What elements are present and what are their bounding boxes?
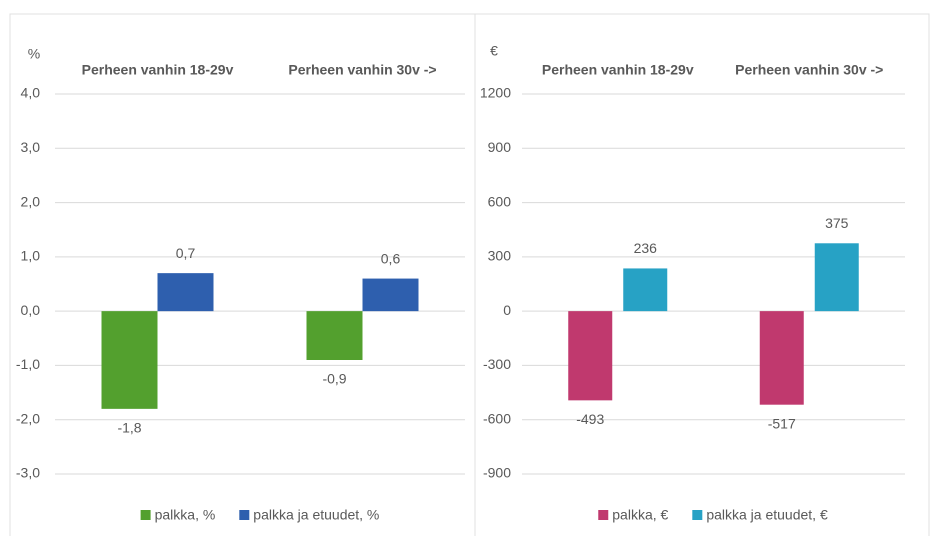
legend-label: palkka, € — [612, 507, 668, 523]
y-tick-label: 900 — [488, 139, 512, 155]
legend-swatch — [598, 510, 609, 520]
data-label: -517 — [768, 415, 796, 431]
legend-swatch — [140, 510, 151, 520]
y-tick-label: 2,0 — [21, 193, 41, 209]
panel-border — [9, 13, 476, 536]
bar — [362, 278, 419, 312]
bar — [568, 311, 613, 401]
y-tick-label: -3,0 — [16, 465, 40, 481]
bar — [101, 311, 158, 409]
data-label: -493 — [576, 411, 604, 427]
data-label: -1,8 — [117, 420, 141, 436]
legend-label: palkka ja etuudet, % — [253, 507, 379, 523]
legend-swatch — [692, 510, 703, 520]
legend-swatch — [239, 510, 250, 520]
legend-label: palkka ja etuudet, € — [706, 507, 828, 523]
y-tick-label: -2,0 — [16, 410, 40, 426]
unit-label: € — [490, 43, 498, 59]
data-label: -0,9 — [322, 371, 346, 387]
y-tick-label: 1200 — [480, 85, 511, 101]
data-label: 236 — [634, 240, 658, 256]
bar — [814, 243, 859, 312]
y-tick-label: 300 — [488, 248, 512, 264]
unit-label: % — [28, 46, 40, 62]
y-tick-label: 1,0 — [21, 248, 41, 264]
data-label: 0,7 — [176, 245, 196, 261]
bar — [759, 311, 804, 405]
panel-border — [474, 13, 930, 536]
data-label: 375 — [825, 215, 849, 231]
legend-label: palkka, % — [155, 507, 216, 523]
y-tick-label: 0,0 — [21, 302, 41, 318]
category-label: Perheen vanhin 18-29v — [542, 62, 694, 78]
category-label: Perheen vanhin 30v -> — [288, 62, 436, 78]
bar — [157, 273, 214, 312]
category-label: Perheen vanhin 18-29v — [82, 62, 234, 78]
y-tick-label: -1,0 — [16, 356, 40, 372]
y-tick-label: 600 — [488, 193, 512, 209]
y-tick-label: -300 — [483, 356, 511, 372]
y-tick-label: -900 — [483, 465, 511, 481]
y-tick-label: 3,0 — [21, 139, 41, 155]
bar — [623, 268, 668, 312]
y-tick-label: 4,0 — [21, 85, 41, 101]
bar — [306, 311, 363, 360]
y-tick-label: 0 — [503, 302, 511, 318]
category-label: Perheen vanhin 30v -> — [735, 62, 883, 78]
y-tick-label: -600 — [483, 410, 511, 426]
data-label: 0,6 — [381, 250, 401, 266]
